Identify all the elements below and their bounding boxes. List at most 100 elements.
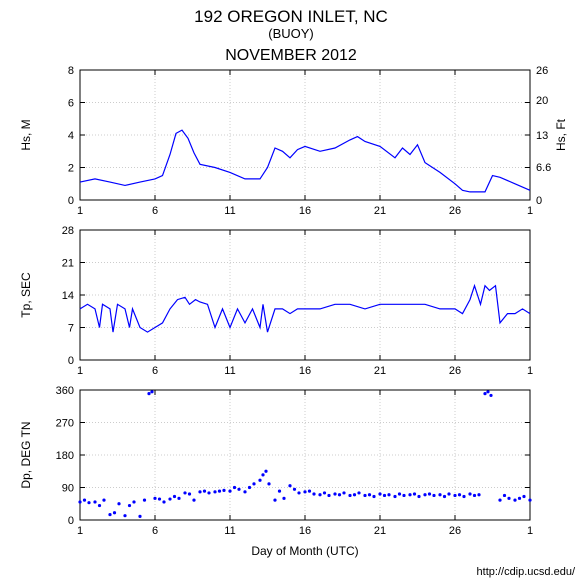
point <box>522 495 525 498</box>
title-main: 192 OREGON INLET, NC <box>194 7 388 26</box>
point <box>353 493 356 496</box>
point <box>233 486 236 489</box>
ytick: 4 <box>68 130 74 142</box>
point <box>123 514 126 517</box>
point <box>153 497 156 500</box>
ytick: 270 <box>56 418 74 430</box>
point <box>278 490 281 493</box>
point <box>173 495 176 498</box>
ytick-r: 0 <box>536 195 542 207</box>
point <box>297 491 300 494</box>
point <box>177 497 180 500</box>
xtick: 1 <box>527 365 533 377</box>
ytick: 21 <box>62 258 74 270</box>
point <box>387 493 390 496</box>
xtick: 16 <box>299 365 311 377</box>
point <box>198 490 201 493</box>
point <box>93 500 96 503</box>
point <box>222 489 225 492</box>
point <box>323 491 326 494</box>
point <box>87 501 90 504</box>
point <box>78 500 81 503</box>
point <box>147 392 150 395</box>
xtick: 26 <box>449 365 461 377</box>
point <box>138 515 141 518</box>
ylabel-dp: Dp, DEG TN <box>19 421 33 488</box>
point <box>282 497 285 500</box>
xtick: 6 <box>152 205 158 217</box>
xtick: 16 <box>299 205 311 217</box>
point <box>243 490 246 493</box>
point <box>342 491 345 494</box>
point <box>408 493 411 496</box>
xtick: 16 <box>299 525 311 537</box>
point <box>102 499 105 502</box>
point <box>258 479 261 482</box>
point <box>486 390 489 393</box>
point <box>338 493 341 496</box>
point <box>261 473 264 476</box>
point <box>273 499 276 502</box>
footer-url: http://cdip.ucsd.edu/ <box>477 566 576 578</box>
xtick: 11 <box>224 205 235 217</box>
point <box>423 493 426 496</box>
ytick: 0 <box>68 355 74 367</box>
point <box>477 493 480 496</box>
title-month: NOVEMBER 2012 <box>225 47 357 64</box>
point <box>372 495 375 498</box>
point <box>402 494 405 497</box>
ytick-r: 6.6 <box>536 162 551 174</box>
point <box>428 492 431 495</box>
point <box>498 499 501 502</box>
point <box>113 511 116 514</box>
point <box>438 493 441 496</box>
ytick: 360 <box>56 385 74 397</box>
point <box>168 497 171 500</box>
point <box>128 504 131 507</box>
point <box>264 470 267 473</box>
point <box>293 488 296 491</box>
xtick: 1 <box>527 525 533 537</box>
ytick: 14 <box>62 290 74 302</box>
point <box>188 492 191 495</box>
point <box>378 492 381 495</box>
point <box>108 513 111 516</box>
point <box>518 497 521 500</box>
ytick-r: 20 <box>536 95 548 107</box>
point <box>368 493 371 496</box>
ytick: 2 <box>68 163 74 175</box>
point <box>363 494 366 497</box>
xtick: 21 <box>374 205 386 217</box>
title-sub: (BUOY) <box>268 26 314 41</box>
point <box>162 500 165 503</box>
point <box>503 494 506 497</box>
point <box>218 490 221 493</box>
point <box>398 492 401 495</box>
point <box>483 392 486 395</box>
ytick: 28 <box>62 225 74 237</box>
point <box>333 492 336 495</box>
point <box>150 390 153 393</box>
point <box>393 495 396 498</box>
point <box>132 500 135 503</box>
panel-tp: 0714212816111621261Tp, SEC <box>19 225 533 377</box>
panel-dp: 09018027036016111621261Dp, DEG TN <box>19 385 533 537</box>
point <box>143 499 146 502</box>
point <box>462 495 465 498</box>
point <box>453 494 456 497</box>
point <box>183 491 186 494</box>
point <box>348 494 351 497</box>
point <box>83 499 86 502</box>
point <box>489 394 492 397</box>
xtick: 21 <box>374 525 386 537</box>
point <box>158 497 161 500</box>
xtick: 26 <box>449 205 461 217</box>
point <box>513 499 516 502</box>
xlabel: Day of Month (UTC) <box>251 544 358 558</box>
point <box>312 492 315 495</box>
xtick: 1 <box>77 205 83 217</box>
xtick: 6 <box>152 525 158 537</box>
point <box>473 494 476 497</box>
point <box>303 490 306 493</box>
point <box>383 494 386 497</box>
